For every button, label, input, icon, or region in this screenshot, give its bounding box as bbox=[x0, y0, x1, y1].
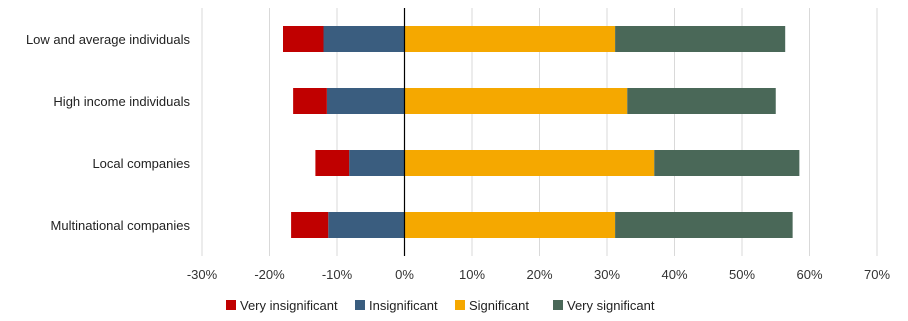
x-tick-label: -20% bbox=[254, 267, 285, 282]
bar-insignificant bbox=[326, 88, 405, 114]
bar-insignificant bbox=[323, 26, 405, 52]
x-tick-label: 0% bbox=[395, 267, 414, 282]
x-tick-label: -30% bbox=[187, 267, 218, 282]
x-tick-label: 70% bbox=[864, 267, 890, 282]
labels: -30% -20% -10% 0% 10% 20% 30% 40% 50% 60% 70% Low a… bbox=[26, 32, 891, 282]
x-tick-label: -10% bbox=[322, 267, 353, 282]
legend-swatch bbox=[553, 300, 563, 310]
bar-very-insignificant bbox=[315, 150, 350, 176]
bar-insignificant bbox=[328, 212, 405, 238]
legend-label: Significant bbox=[469, 298, 529, 313]
x-tick-label: 10% bbox=[459, 267, 485, 282]
legend-swatch bbox=[455, 300, 465, 310]
category-label: Low and average individuals bbox=[26, 32, 191, 47]
bar-significant bbox=[404, 26, 616, 52]
bar-very-significant bbox=[627, 88, 776, 114]
bar-significant bbox=[404, 212, 616, 238]
category-label: High income individuals bbox=[53, 94, 190, 109]
category-label: Local companies bbox=[92, 156, 190, 171]
bar-significant bbox=[404, 88, 628, 114]
legend: Very insignificant Insignificant Significa… bbox=[226, 298, 655, 313]
bar-very-significant bbox=[615, 26, 786, 52]
legend-swatch bbox=[355, 300, 365, 310]
legend-label: Insignificant bbox=[369, 298, 438, 313]
x-tick-label: 60% bbox=[796, 267, 822, 282]
x-tick-label: 40% bbox=[661, 267, 687, 282]
legend-label: Very significant bbox=[567, 298, 655, 313]
legend-swatch bbox=[226, 300, 236, 310]
bar-insignificant bbox=[349, 150, 405, 176]
bar-very-insignificant bbox=[293, 88, 327, 114]
bar-very-insignificant bbox=[291, 212, 329, 238]
x-tick-label: 20% bbox=[526, 267, 552, 282]
x-tick-label: 30% bbox=[594, 267, 620, 282]
category-label: Multinational companies bbox=[51, 218, 191, 233]
bar-very-insignificant bbox=[283, 26, 324, 52]
legend-label: Very insignificant bbox=[240, 298, 338, 313]
bar-very-significant bbox=[615, 212, 793, 238]
x-tick-label: 50% bbox=[729, 267, 755, 282]
bars bbox=[283, 26, 800, 238]
bar-significant bbox=[404, 150, 655, 176]
bar-very-significant bbox=[654, 150, 800, 176]
